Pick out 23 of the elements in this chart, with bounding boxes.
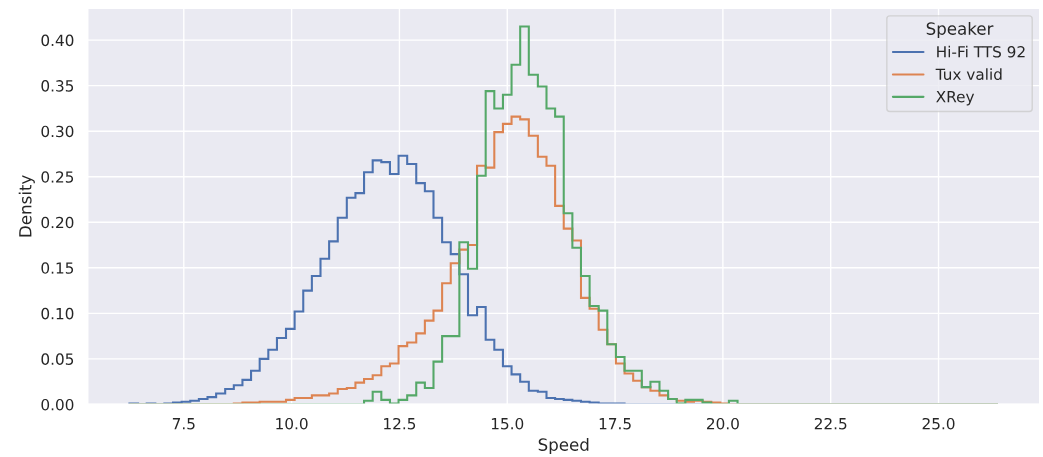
- y-tick-label: 0.30: [41, 125, 74, 138]
- y-tick-label: 0.35: [41, 80, 74, 92]
- y-axis-title: Density: [18, 175, 35, 237]
- y-tick-label: 0.40: [41, 34, 74, 47]
- legend-label: Hi-Fi TTS 92: [937, 45, 1025, 58]
- x-axis-title: Speed: [538, 437, 589, 455]
- legend-title: Speaker: [926, 21, 994, 39]
- y-tick-label: 0.25: [41, 171, 74, 183]
- legend-label: XRey: [936, 91, 975, 106]
- y-tick-label: 0.10: [41, 307, 74, 320]
- x-tick-label: 22.5: [814, 417, 847, 430]
- x-tick-label: 20.0: [706, 417, 739, 430]
- y-tick-label: 0.20: [41, 216, 74, 229]
- y-tick-label: 0.15: [41, 262, 74, 274]
- y-tick-label: 0.05: [41, 353, 74, 365]
- x-tick-label: 10.0: [276, 417, 308, 430]
- x-tick-label: 25.0: [922, 417, 955, 430]
- x-tick-label: 15.0: [491, 417, 524, 430]
- x-tick-label: 17.5: [599, 418, 631, 430]
- legend-label: Tux valid: [935, 68, 1002, 80]
- x-tick-label: 12.5: [384, 417, 416, 430]
- x-tick-label: 7.5: [172, 418, 195, 430]
- y-tick-label: 0.00: [41, 398, 74, 411]
